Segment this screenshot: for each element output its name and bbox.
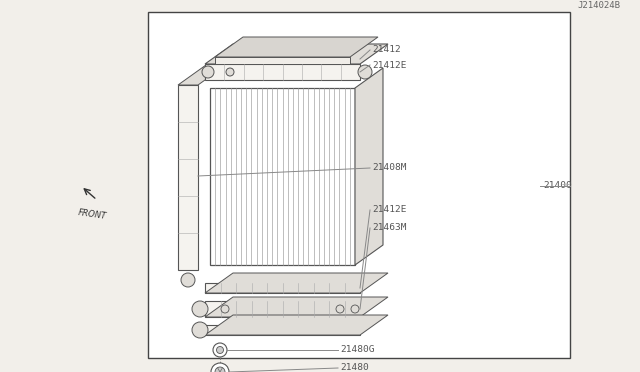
- Circle shape: [216, 346, 223, 353]
- Polygon shape: [205, 283, 360, 293]
- Polygon shape: [205, 297, 388, 317]
- Circle shape: [358, 65, 372, 79]
- Text: 21408M: 21408M: [372, 164, 406, 173]
- Polygon shape: [205, 301, 360, 317]
- Text: 21463M: 21463M: [372, 224, 406, 232]
- Circle shape: [192, 322, 208, 338]
- Circle shape: [221, 305, 229, 313]
- Text: 21400: 21400: [543, 182, 572, 190]
- Polygon shape: [215, 57, 350, 64]
- Polygon shape: [355, 68, 383, 265]
- Text: J214024B: J214024B: [577, 1, 620, 10]
- Circle shape: [192, 301, 208, 317]
- Circle shape: [211, 363, 229, 372]
- Polygon shape: [205, 325, 360, 335]
- Polygon shape: [205, 44, 388, 64]
- Text: 21480: 21480: [340, 363, 369, 372]
- Circle shape: [202, 66, 214, 78]
- Text: FRONT: FRONT: [77, 208, 107, 221]
- Text: 21412E: 21412E: [372, 61, 406, 70]
- Polygon shape: [215, 37, 378, 57]
- Text: 21480G: 21480G: [340, 346, 374, 355]
- Polygon shape: [178, 65, 226, 85]
- Polygon shape: [210, 88, 355, 265]
- Polygon shape: [205, 273, 388, 293]
- Circle shape: [336, 305, 344, 313]
- Circle shape: [351, 305, 359, 313]
- Polygon shape: [205, 315, 388, 335]
- Bar: [148, 12, 570, 358]
- Polygon shape: [205, 64, 360, 80]
- Circle shape: [181, 273, 195, 287]
- Polygon shape: [178, 85, 198, 270]
- Text: 21412: 21412: [372, 45, 401, 55]
- Circle shape: [226, 68, 234, 76]
- Text: 21412E: 21412E: [372, 205, 406, 215]
- Circle shape: [215, 367, 225, 372]
- Circle shape: [213, 343, 227, 357]
